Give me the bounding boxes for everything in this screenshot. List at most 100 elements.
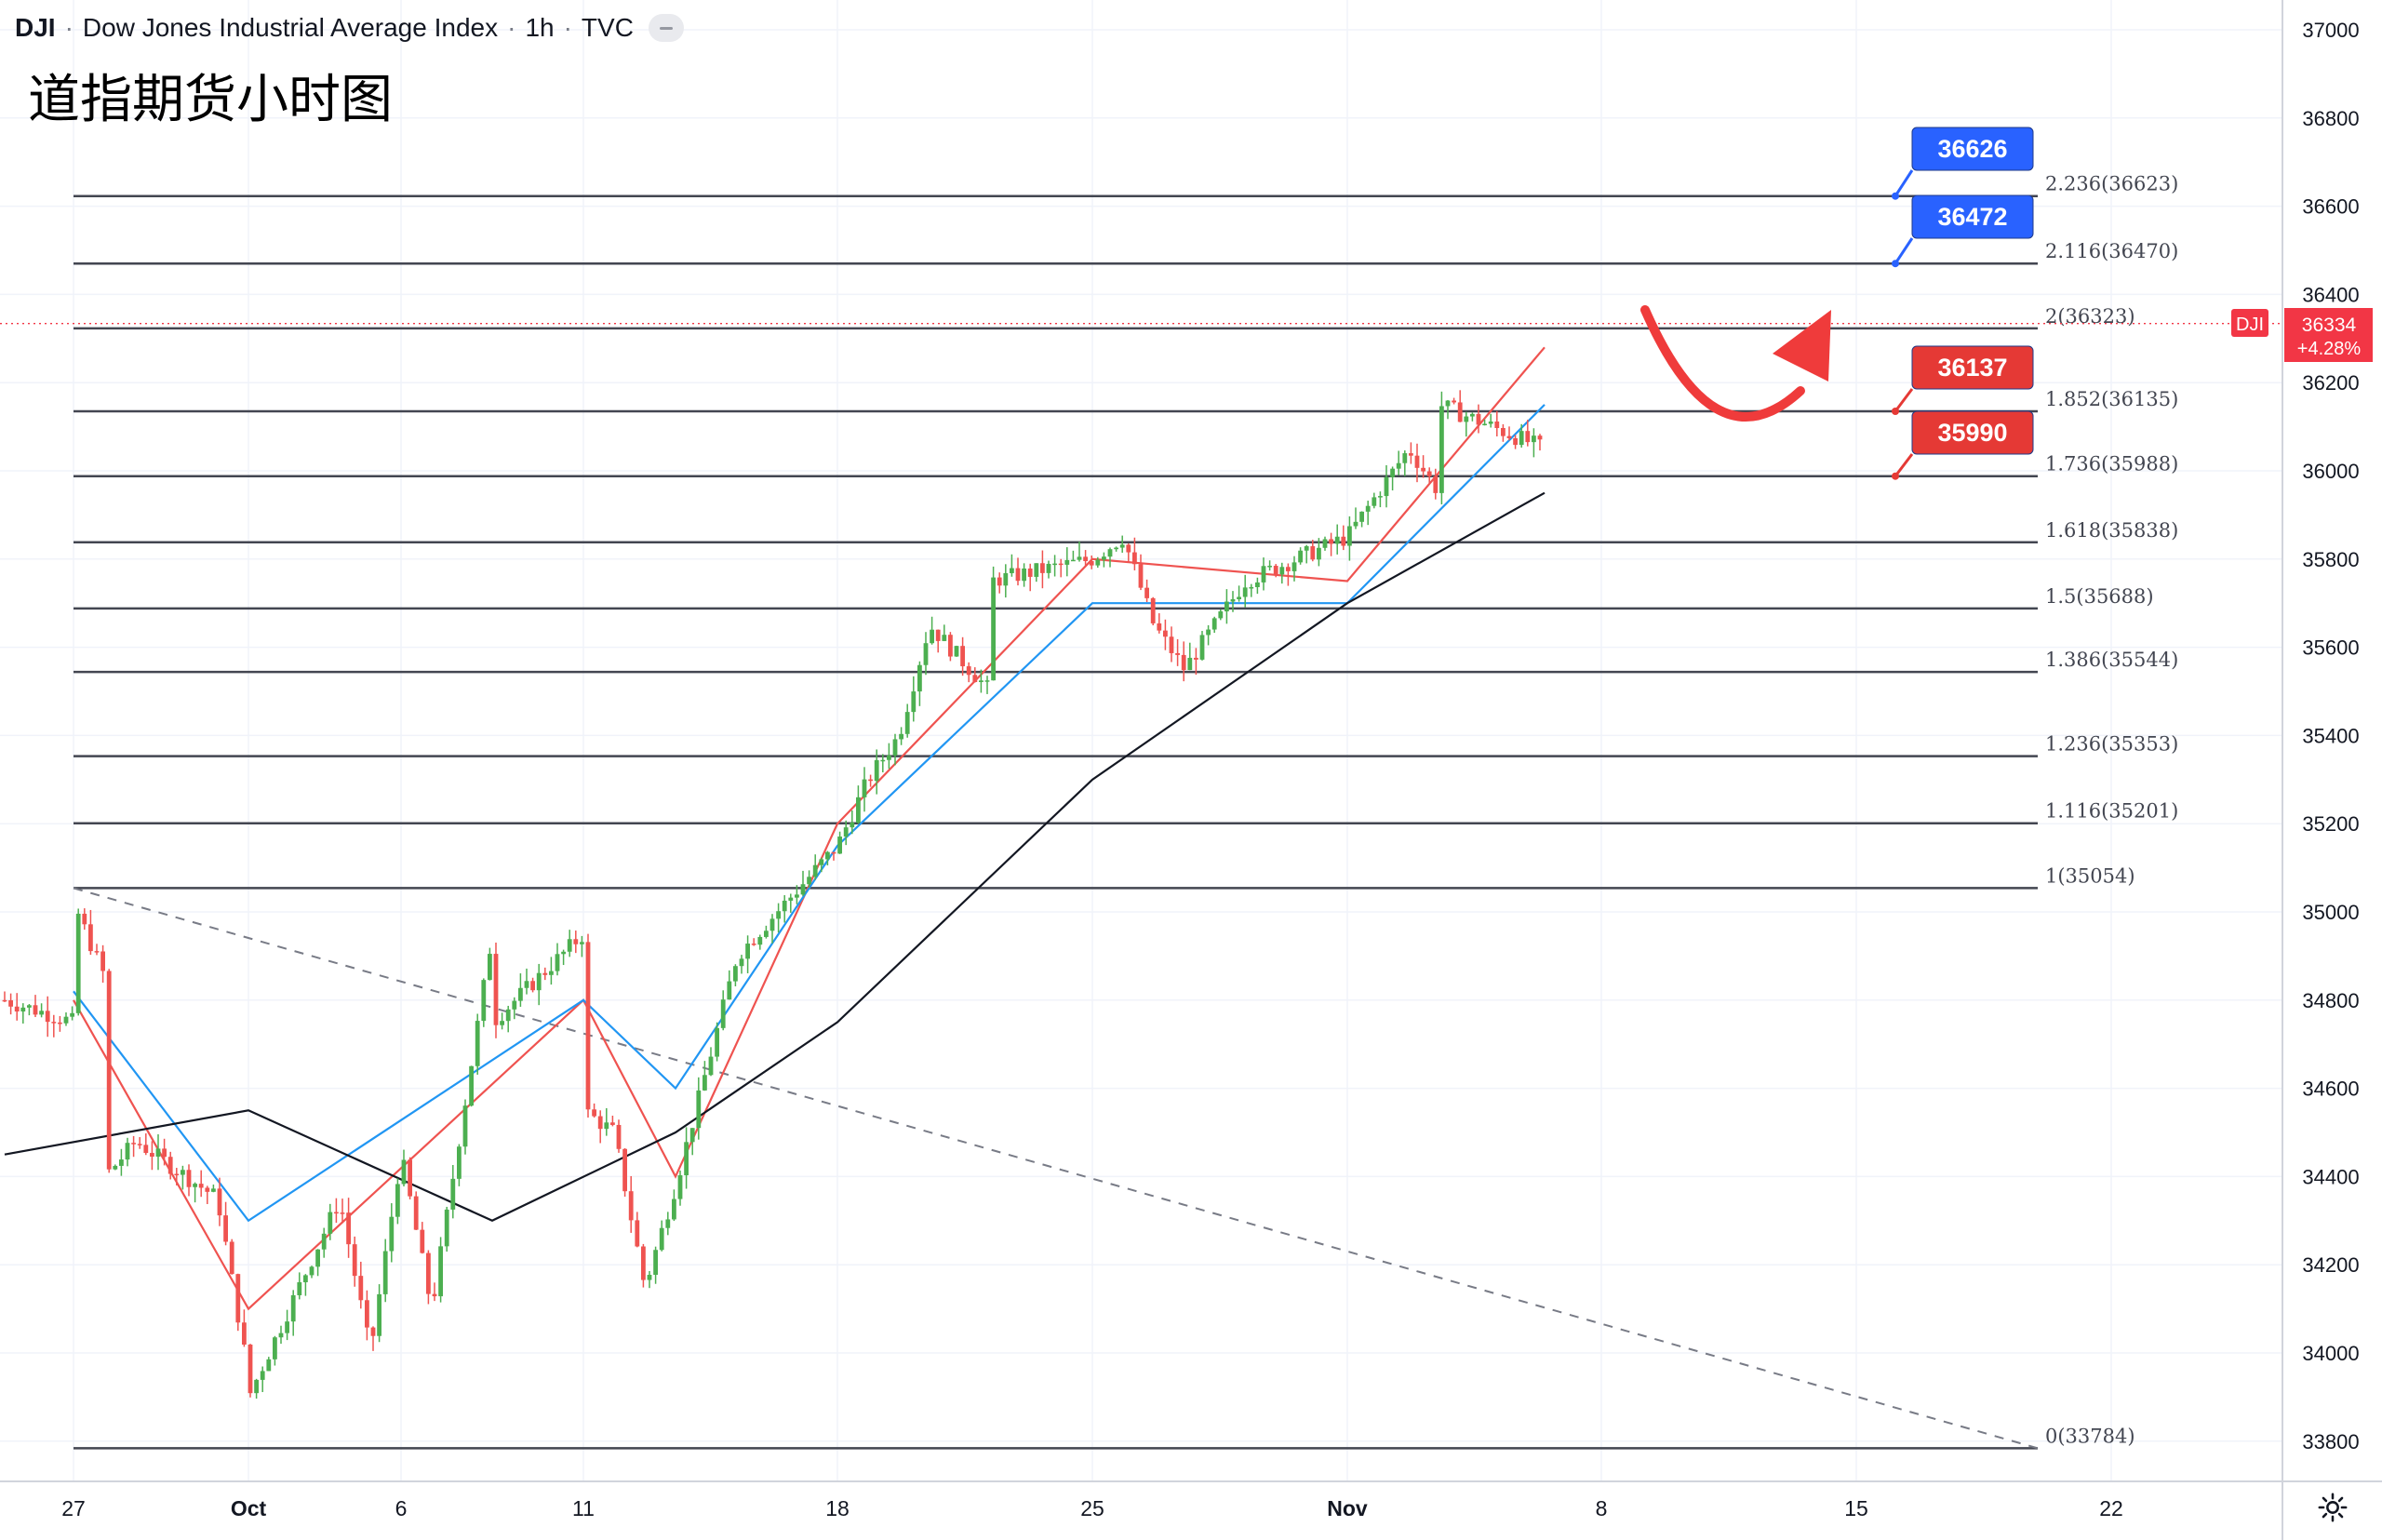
candle-up <box>567 939 572 952</box>
candle-down <box>106 971 112 1170</box>
price-tick-label: 34800 <box>2302 989 2359 1012</box>
candle-up <box>720 999 726 1028</box>
candle-up <box>1107 549 1113 557</box>
candle-up <box>677 1175 683 1199</box>
gear-icon[interactable] <box>2317 1492 2349 1523</box>
candle-up <box>377 1293 381 1336</box>
candle-up <box>1114 547 1118 550</box>
candle-up <box>1353 521 1358 527</box>
source-label: TVC <box>581 13 634 42</box>
candle-down <box>198 1184 204 1188</box>
candle-down <box>1132 552 1137 565</box>
candle-up <box>979 680 984 683</box>
candle-up <box>892 739 898 756</box>
callout-anchor <box>1892 260 1899 268</box>
fib-level-label: 1(35054) <box>2045 864 2135 887</box>
price-callout: 35990 <box>1892 410 2034 480</box>
price-tick-label: 36200 <box>2302 371 2359 395</box>
candle-up <box>604 1122 609 1130</box>
time-axis[interactable]: 27 Oct 6 11 18 25 Nov 8 15 22 <box>61 1496 2123 1520</box>
candle-down <box>1175 652 1180 655</box>
candle-down <box>935 629 941 641</box>
candle-down <box>966 666 971 676</box>
candle-up <box>39 1011 44 1015</box>
candle-up <box>874 759 879 782</box>
candle-up <box>181 1170 185 1175</box>
candle-up <box>1034 563 1039 577</box>
candle-up <box>665 1219 671 1228</box>
candle-up <box>696 1090 702 1129</box>
price-callout: 36626 <box>1892 127 2034 200</box>
fib-level-label: 1.236(35353) <box>2045 733 2178 756</box>
candle-up <box>70 1012 74 1017</box>
candle-down <box>1452 400 1456 403</box>
candle-up <box>930 629 934 644</box>
candle-down <box>1169 636 1174 653</box>
candle-up <box>1365 505 1371 512</box>
candle-up <box>1322 539 1328 548</box>
candle-down <box>51 1022 57 1024</box>
candle-up <box>782 900 787 912</box>
candle-down <box>88 924 93 952</box>
collapse-legend-button[interactable] <box>648 14 684 42</box>
candle-up <box>536 972 542 991</box>
price-tag-symbol: DJI <box>2236 315 2264 335</box>
fib-level-label: 0(33784) <box>2045 1425 2135 1447</box>
candle-up <box>119 1159 124 1166</box>
candle-down <box>972 675 978 683</box>
candle-up <box>555 954 560 971</box>
candle-down <box>33 1005 38 1015</box>
callout-box <box>1911 345 2034 390</box>
candle-down <box>340 1212 345 1214</box>
candle-down <box>174 1173 180 1176</box>
dashed-trendline[interactable] <box>73 887 2039 1450</box>
candle-up <box>954 646 959 657</box>
fibonacci-extension[interactable]: 0(33784) 1(35054) 1.116(35201) 1.236(35353)… <box>74 173 2178 1450</box>
candle-up <box>254 1379 259 1394</box>
candle-down <box>1421 467 1425 472</box>
candle-down <box>334 1212 339 1214</box>
candle-up <box>63 1016 69 1024</box>
candle-up <box>321 1233 327 1250</box>
candle-up <box>807 877 811 885</box>
horizontal-gridlines <box>0 29 2282 1442</box>
candle-up <box>1255 582 1260 587</box>
price-tag-change: +4.28% <box>2297 339 2362 359</box>
time-tick-label: 6 <box>395 1496 408 1520</box>
candle-down <box>352 1244 357 1277</box>
fib-level-label: 1.386(35544) <box>2045 649 2178 671</box>
time-tick-label: Oct <box>231 1496 267 1520</box>
candle-up <box>481 980 487 1022</box>
candle-up <box>1396 462 1401 469</box>
candle-down <box>831 851 836 854</box>
candle-up <box>715 1027 719 1057</box>
candle-up <box>1334 536 1340 544</box>
candle-up <box>382 1251 388 1294</box>
symbol-label[interactable]: DJI <box>15 13 56 42</box>
price-tick-label: 36000 <box>2302 460 2359 483</box>
candle-down <box>229 1241 234 1275</box>
candle-up <box>20 1007 26 1012</box>
moving-average-blue <box>73 404 1546 1223</box>
price-axis[interactable]: 37000 36800 36600 36400 36200 36000 35800 35600… <box>2302 19 2359 1453</box>
candle-up <box>444 1209 449 1247</box>
candle-down <box>1163 630 1168 637</box>
candle-up <box>1298 550 1303 563</box>
time-tick-label: 11 <box>572 1496 595 1520</box>
candle-down <box>205 1187 210 1192</box>
candle-down <box>365 1300 369 1328</box>
price-tick-label: 35200 <box>2302 812 2359 836</box>
candle-up <box>1261 566 1266 583</box>
candle-down <box>1083 556 1088 561</box>
interval-label[interactable]: 1h <box>525 13 555 42</box>
callout-box <box>1911 410 2034 455</box>
candle-up <box>211 1188 216 1192</box>
candle-up <box>887 755 891 760</box>
candle-up <box>1095 559 1101 566</box>
callout-pointer <box>1894 237 1914 265</box>
candle-down <box>426 1252 431 1294</box>
time-tick-label: 8 <box>1596 1496 1608 1520</box>
candlesticks[interactable] <box>2 390 1543 1399</box>
candle-up <box>1218 611 1224 619</box>
